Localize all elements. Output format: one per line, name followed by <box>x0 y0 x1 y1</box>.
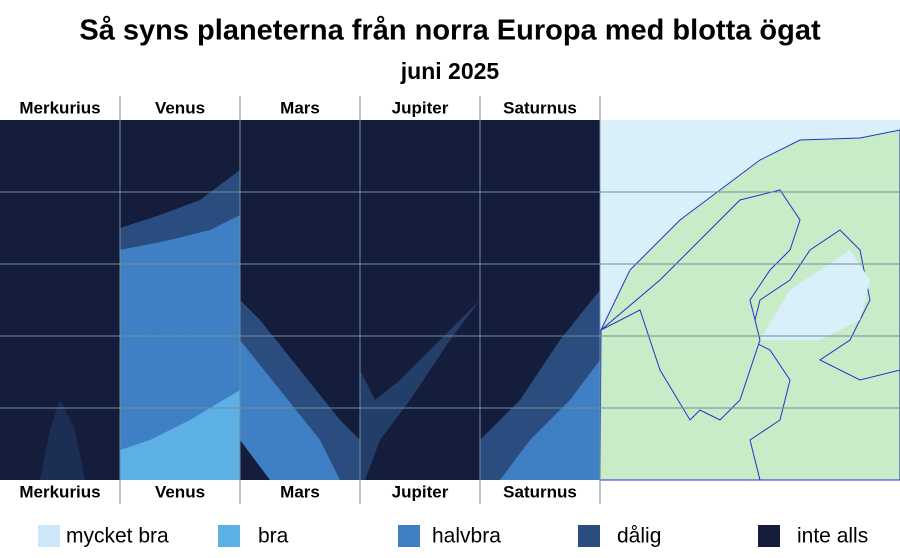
venus-band <box>150 390 240 480</box>
scandinavia <box>600 189 801 421</box>
venus-band <box>120 440 150 480</box>
planet-label-bottom: Merkurius <box>19 482 100 501</box>
planet-label-top: Venus <box>155 98 205 117</box>
planet-label-top: Merkurius <box>19 98 100 117</box>
legend-label: inte alls <box>797 525 868 548</box>
grid <box>0 96 900 504</box>
mercury-band <box>40 400 85 480</box>
panels <box>0 120 600 480</box>
legend-swatch <box>758 525 780 547</box>
map <box>599 120 900 481</box>
saturn-band <box>500 360 600 480</box>
legend-swatch <box>218 525 240 547</box>
legend-label: halvbra <box>432 525 501 548</box>
legend-swatch <box>398 525 420 547</box>
legend-swatch <box>578 525 600 547</box>
mars-band <box>240 340 340 480</box>
legend-swatch <box>38 525 60 547</box>
planet-label-bottom: Saturnus <box>503 482 577 501</box>
legend-label: bra <box>258 525 289 548</box>
planet-label-bottom: Mars <box>280 482 320 501</box>
baltic <box>760 250 870 340</box>
planet-label-top: Mars <box>280 98 320 117</box>
chart-title: Så syns planeterna från norra Europa med… <box>79 15 821 47</box>
legend-label: dålig <box>617 525 661 548</box>
planet-label-top: Saturnus <box>503 98 577 117</box>
planet-label-bottom: Jupiter <box>392 482 449 501</box>
planet-label-bottom: Venus <box>155 482 205 501</box>
chart-subtitle: juni 2025 <box>400 58 500 84</box>
planet-label-top: Jupiter <box>392 98 449 117</box>
legend-label: mycket bra <box>66 525 169 548</box>
